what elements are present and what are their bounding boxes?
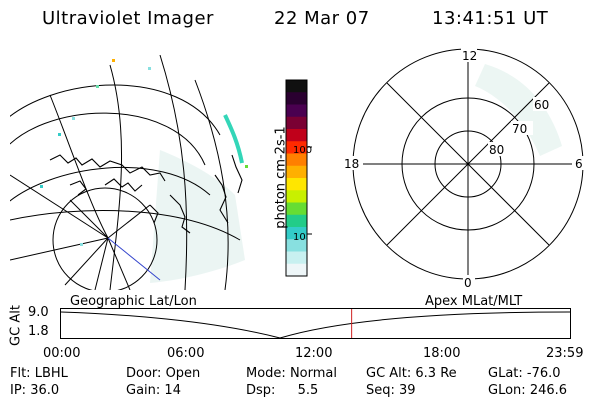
time-label: 13:41:51 UT [432,8,549,29]
altitude-strip-frame [60,308,571,339]
color-bar-cell [286,190,307,203]
pole-spokes [64,199,151,290]
status-flt: Flt: LBHL [10,366,68,381]
status-mode: Mode: Normal [246,366,337,381]
altitude-strip-chart [60,308,571,339]
status-ip: IP: 36.0 [10,383,60,398]
aurora-haze [150,150,245,283]
color-bar-cell [286,263,307,277]
color-bar-cell [286,104,307,118]
color-bar-tick-10: 10 [293,232,306,243]
time-tick-1200: 12:00 [295,346,333,361]
status-glat: GLat: -76.0 [488,366,561,381]
color-bar-cell [286,153,307,167]
coastline [49,154,243,234]
time-tick-0000: 00:00 [43,346,81,361]
color-bar-unit-label: photon cm-2s-1 [273,126,289,229]
color-bar-cell [286,227,307,240]
polar-aurora-haze [475,64,562,156]
altitude-curve [60,311,571,339]
time-tick-0600: 06:00 [167,346,205,361]
color-bar-cell [286,116,307,130]
polar-label-6: 6 [575,157,583,171]
status-glon: GLon: 246.6 [488,383,568,398]
status-door: Door: Open [126,366,201,381]
status-dsp: Dsp: 5.5 [246,383,319,398]
geographic-map [10,55,248,290]
status-gain: Gain: 14 [126,383,181,398]
color-bar-cell [286,129,307,142]
polar-lat-60: 60 [534,98,549,112]
polar-label-18: 18 [344,157,359,171]
color-bar-cell [286,202,307,216]
color-bar-cell [286,239,307,252]
gc-alt-axis-label: GC Alt [8,305,24,346]
color-bar-cell [286,141,307,154]
meridians [10,55,229,290]
status-gc-alt: GC Alt: 6.3 Re [366,366,457,381]
color-bar-cells [286,80,307,277]
alt-tick-high: 9.0 [28,305,49,320]
polar-label-12: 12 [462,49,477,63]
polar-label-0: 0 [464,276,472,290]
alt-tick-low: 1.8 [28,324,49,339]
time-tick-1800: 18:00 [423,346,461,361]
aurora-band [223,114,244,164]
emission-pixels [40,59,248,246]
color-bar-cell [286,214,307,228]
instrument-title: Ultraviolet Imager [42,8,214,29]
polar-diagonal-b [386,82,550,246]
color-bar-cell [286,165,307,179]
color-bar-frame [285,79,308,277]
geographic-lat-lon-label: Geographic Lat/Lon [70,294,197,309]
color-bar-cell [286,178,307,191]
polar-lat-70: 70 [512,122,527,136]
apex-mlat-mlt-label: Apex MLat/MLT [425,294,523,309]
date-label: 22 Mar 07 [274,8,370,29]
polar-mlt-plot: 12 18 6 0 60 70 80 [343,48,586,290]
color-bar-tick-100: 100 [293,145,312,156]
color-bar-cell [286,92,307,105]
status-seq: Seq: 39 [366,383,416,398]
fov-circle [52,187,158,290]
time-tick-2359: 23:59 [546,346,584,361]
color-bar-cell [286,251,307,265]
color-bar: 100 10 [285,79,312,277]
sun-direction-line [107,237,161,281]
latitude-arcs [10,84,241,241]
polar-lat-80: 80 [489,143,504,157]
color-bar-cell [286,80,307,93]
